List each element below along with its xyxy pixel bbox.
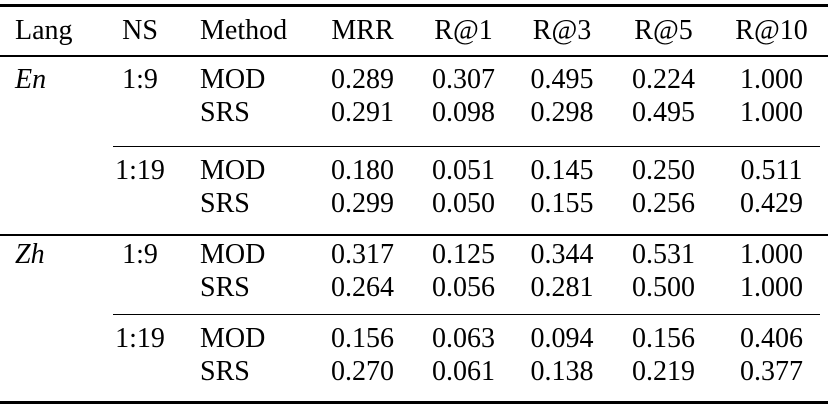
ns-cell: 1:19 [115,154,165,186]
r3-cell: 0.145 [530,154,594,186]
r10-cell: 0.406 [740,322,803,354]
table-bottom-rule [0,401,828,404]
table-header-row: Lang NS Method MRR R@1 R@3 R@5 R@10 [0,7,828,55]
table-row-zh-1-9-srs: SRS 0.264 0.056 0.281 0.500 1.000 [0,271,828,304]
r5-cell: 0.531 [632,238,695,270]
method-cell: SRS [200,96,250,128]
col-header-r10: R@10 [735,15,808,46]
r1-cell: 0.051 [432,154,495,186]
r3-cell: 0.298 [530,96,594,128]
r10-cell: 1.000 [740,96,803,128]
table-row-en-1-19-mod: 1:19 MOD 0.180 0.051 0.145 0.250 0.511 [0,154,828,187]
mrr-cell: 0.299 [331,187,394,219]
table-row-en-1-9-srs: SRS 0.291 0.098 0.298 0.495 1.000 [0,96,828,129]
col-header-r3: R@3 [532,15,592,46]
table-top-rule [0,4,828,7]
r5-cell: 0.156 [632,322,695,354]
table-row-zh-1-9-mod: Zh 1:9 MOD 0.317 0.125 0.344 0.531 1.000 [0,238,828,271]
r10-cell: 0.429 [740,187,803,219]
r3-cell: 0.138 [530,355,594,387]
r3-cell: 0.495 [530,63,594,95]
r10-cell: 0.377 [740,355,803,387]
r1-cell: 0.098 [432,96,495,128]
col-header-mrr: MRR [331,15,394,46]
r5-cell: 0.219 [632,355,695,387]
mrr-cell: 0.180 [331,154,394,186]
col-header-r5: R@5 [634,15,693,46]
table-row-zh-1-19-mod: 1:19 MOD 0.156 0.063 0.094 0.156 0.406 [0,322,828,355]
r1-cell: 0.125 [432,238,495,270]
r3-cell: 0.094 [530,322,594,354]
ns-cell: 1:9 [122,238,158,270]
col-header-method: Method [200,15,288,46]
table-row-zh-1-19-srs: SRS 0.270 0.061 0.138 0.219 0.377 [0,355,828,388]
r5-cell: 0.495 [632,96,695,128]
r10-cell: 1.000 [740,63,803,95]
r1-cell: 0.061 [432,355,495,387]
ns-cell: 1:19 [115,322,165,354]
r10-cell: 1.000 [740,271,803,303]
r1-cell: 0.050 [432,187,495,219]
r3-cell: 0.344 [530,238,594,270]
method-cell: SRS [200,271,250,303]
mrr-cell: 0.270 [331,355,394,387]
lang-cell: En [15,63,47,95]
method-cell: MOD [200,63,266,95]
r3-cell: 0.281 [530,271,594,303]
mrr-cell: 0.289 [331,63,394,95]
mrr-cell: 0.317 [331,238,394,270]
mrr-cell: 0.264 [331,271,394,303]
mrr-cell: 0.156 [331,322,394,354]
r1-cell: 0.056 [432,271,495,303]
table-row-en-1-9-mod: En 1:9 MOD 0.289 0.307 0.495 0.224 1.000 [0,63,828,96]
method-cell: SRS [200,355,250,387]
r5-cell: 0.256 [632,187,695,219]
lang-section-rule [0,234,828,236]
r5-cell: 0.224 [632,63,695,95]
r10-cell: 0.511 [740,154,803,186]
ns-cell: 1:9 [122,63,158,95]
col-header-r1: R@1 [434,15,493,46]
col-header-ns: NS [122,15,158,46]
mrr-cell: 0.291 [331,96,394,128]
en-section-mid-rule [113,146,820,147]
zh-section-mid-rule [113,314,820,315]
r5-cell: 0.250 [632,154,695,186]
r5-cell: 0.500 [632,271,695,303]
col-header-lang: Lang [15,15,73,46]
method-cell: MOD [200,322,266,354]
table-row-en-1-19-srs: SRS 0.299 0.050 0.155 0.256 0.429 [0,187,828,220]
r1-cell: 0.063 [432,322,495,354]
r10-cell: 1.000 [740,238,803,270]
r3-cell: 0.155 [530,187,594,219]
lang-cell: Zh [15,238,45,270]
method-cell: SRS [200,187,250,219]
method-cell: MOD [200,238,266,270]
method-cell: MOD [200,154,266,186]
header-rule [0,55,828,57]
r1-cell: 0.307 [432,63,495,95]
